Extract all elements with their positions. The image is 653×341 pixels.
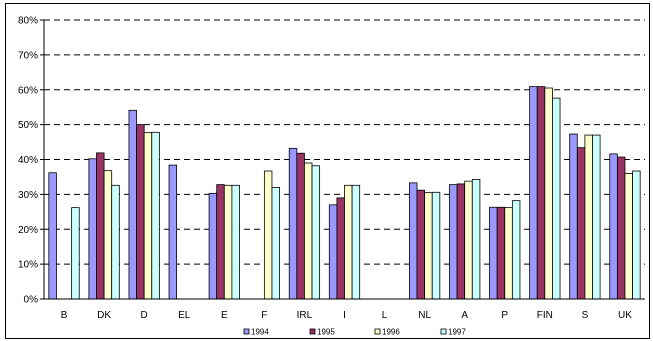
x-tick-label: S xyxy=(582,310,589,321)
y-tick-label: 70% xyxy=(18,50,38,61)
bar xyxy=(511,200,521,300)
bar xyxy=(344,184,353,300)
y-tick-label: 10% xyxy=(18,260,38,271)
y-tick-label: 20% xyxy=(18,225,38,236)
legend-swatch xyxy=(243,328,250,335)
x-tick-label: P xyxy=(501,310,508,321)
x-tick-label: UK xyxy=(618,310,632,321)
bar xyxy=(584,134,593,300)
bar xyxy=(128,109,137,300)
bar xyxy=(544,87,553,300)
bar xyxy=(111,184,120,300)
y-tick-label: 80% xyxy=(18,16,38,27)
bar xyxy=(552,97,561,300)
bar xyxy=(151,131,160,300)
bar xyxy=(48,172,57,300)
bar xyxy=(489,206,498,300)
axes xyxy=(40,19,645,300)
legend-swatch xyxy=(440,328,447,335)
bar xyxy=(624,173,633,300)
legend-item: 1994 xyxy=(243,328,269,337)
bar xyxy=(96,152,105,300)
legend: 1994 1995 1996 1997 xyxy=(243,328,466,337)
bar xyxy=(592,134,601,300)
bar xyxy=(88,158,97,300)
bar xyxy=(223,184,233,300)
x-tick-label: E xyxy=(221,310,228,321)
y-axis-ticks: 0% 10% 20% 30% 40% 50% 60% 70% 80% xyxy=(18,16,38,306)
y-tick-label: 30% xyxy=(18,190,38,201)
bar xyxy=(569,133,578,300)
x-tick-label: FIN xyxy=(537,310,553,321)
bar xyxy=(609,153,618,300)
legend-label: 1994 xyxy=(251,328,269,337)
bar xyxy=(409,182,418,300)
bar xyxy=(431,191,441,300)
legend-swatch xyxy=(374,328,381,335)
y-tick-label: 40% xyxy=(18,155,38,166)
bar xyxy=(208,192,218,300)
bar xyxy=(632,170,641,300)
x-tick-label: I xyxy=(343,310,346,321)
bars xyxy=(48,86,641,300)
bar xyxy=(504,207,513,300)
x-tick-label: EL xyxy=(178,310,191,321)
y-tick-label: 50% xyxy=(18,120,38,131)
bar xyxy=(496,206,506,300)
bar xyxy=(536,86,546,300)
bar xyxy=(143,132,153,300)
bar xyxy=(216,184,225,300)
x-tick-label: D xyxy=(141,310,148,321)
bar xyxy=(296,152,305,300)
legend-label: 1996 xyxy=(382,328,400,337)
bar xyxy=(328,204,338,300)
x-tick-label: DK xyxy=(97,310,111,321)
x-axis-ticks: B DK D EL E F IRL I L NL A P FIN S UK xyxy=(61,310,633,321)
bar xyxy=(271,186,280,300)
y-tick-label: 60% xyxy=(18,85,38,96)
x-tick-label: L xyxy=(382,310,388,321)
bar xyxy=(71,207,80,300)
bar xyxy=(616,156,626,300)
legend-item: 1996 xyxy=(374,328,400,337)
legend-item: 1995 xyxy=(309,328,335,337)
bar xyxy=(263,170,273,300)
bar xyxy=(304,162,313,300)
bar xyxy=(456,183,466,300)
x-tick-label: A xyxy=(461,310,468,321)
bar xyxy=(471,178,481,300)
y-tick-label: 0% xyxy=(24,295,39,306)
bar xyxy=(311,165,321,300)
legend-label: 1997 xyxy=(448,328,466,337)
bar xyxy=(288,147,298,300)
legend-label: 1995 xyxy=(317,328,335,337)
x-tick-label: F xyxy=(261,310,267,321)
legend-swatch xyxy=(309,328,316,335)
bar xyxy=(464,180,473,300)
bar xyxy=(424,192,433,300)
x-tick-label: B xyxy=(61,310,68,321)
bar xyxy=(529,86,538,300)
x-tick-label: NL xyxy=(418,310,431,321)
bar xyxy=(103,170,113,300)
bar xyxy=(136,124,145,300)
bar xyxy=(168,164,178,300)
bar xyxy=(336,197,345,300)
bar xyxy=(351,184,361,300)
legend-item: 1997 xyxy=(440,328,466,337)
x-tick-label: IRL xyxy=(297,310,313,321)
bar xyxy=(576,147,586,300)
bar xyxy=(416,189,426,300)
bar xyxy=(449,184,458,300)
bar xyxy=(231,184,240,300)
